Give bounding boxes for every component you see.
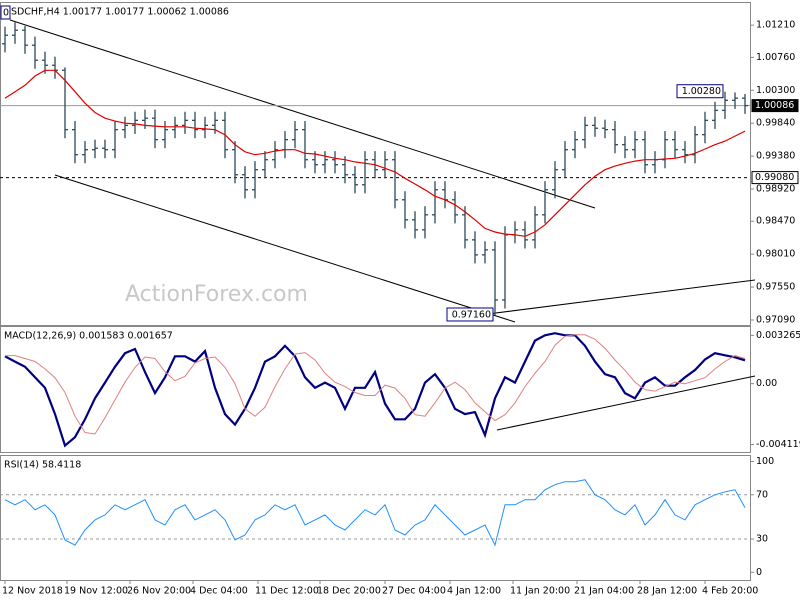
x-tick-label: 11 Dec 12:00: [255, 586, 319, 597]
watermark: ActionForex.com: [125, 282, 308, 307]
channel-line: [54, 174, 516, 323]
channel-line: [9, 19, 596, 209]
level-label: 0.99080: [755, 172, 794, 183]
macd-title: MACD(12,26,9) 0.001583 0.001657: [4, 331, 173, 342]
trend-line: [479, 279, 756, 316]
y-tick-label: 0: [756, 567, 762, 578]
y-tick-label: 30: [756, 534, 768, 545]
y-tick-label: 0.99380: [756, 151, 795, 162]
y-tick-label: 0.97090: [756, 314, 795, 325]
level-box: [751, 171, 799, 185]
macd-line: [5, 334, 746, 435]
y-tick-label: 0.003265: [756, 330, 800, 341]
moving-average: [4, 69, 746, 237]
y-tick-label: 0.00: [756, 378, 777, 389]
level-label: 1.00086: [755, 100, 794, 111]
x-tick-label: 4 Dec 04:00: [190, 586, 248, 597]
y-tick-label: 1.01210: [756, 20, 795, 31]
y-tick-label: 0.99840: [756, 118, 795, 129]
y-tick-label: 0.97550: [756, 282, 795, 293]
level-box: [751, 99, 799, 113]
annotation-box: [676, 84, 724, 99]
macd-panel: [0, 326, 751, 453]
y-tick-label: 100: [756, 456, 774, 467]
rsi-panel: [0, 455, 751, 581]
annotation-box: [446, 307, 494, 322]
price-panel: [0, 2, 751, 326]
annotation-label: 1.00280: [682, 86, 721, 97]
x-tick-label: 11 Jan 20:00: [510, 586, 570, 597]
x-tick-label: 27 Dec 04:00: [382, 586, 446, 597]
x-tick-label: 19 Nov 12:00: [64, 586, 128, 597]
x-tick-label: 18 Dec 20:00: [317, 586, 381, 597]
y-tick-label: 1.00760: [756, 52, 795, 63]
y-tick-label: 0.98920: [756, 184, 795, 195]
x-tick-label: 21 Jan 04:00: [574, 586, 634, 597]
x-tick-label: 12 Nov 2018: [2, 586, 63, 597]
rsi-title: RSI(14) 58.4118: [4, 460, 81, 471]
macd-trend-line: [496, 375, 756, 431]
x-tick-label: 4 Feb 20:00: [702, 586, 758, 597]
y-tick-label: -0.004119: [756, 439, 800, 450]
x-tick-label: 28 Jan 12:00: [637, 586, 697, 597]
chart-title: USDCHF,H4 1.00177 1.00177 1.00062 1.0008…: [4, 7, 229, 18]
x-tick-label: 26 Nov 20:00: [127, 586, 191, 597]
rsi-line: [4, 479, 746, 547]
y-tick-label: 0.98010: [756, 249, 795, 260]
x-tick-label: 4 Jan 12:00: [447, 586, 501, 597]
y-tick-label: 0.98470: [756, 216, 795, 227]
marker-label: 0: [3, 8, 9, 19]
y-tick-label: 1.00300: [756, 85, 795, 96]
y-tick-label: 70: [756, 489, 768, 500]
annotation-label: 0.97160: [452, 309, 491, 320]
marker-box: [0, 5, 11, 20]
macd-line: [4, 332, 746, 448]
